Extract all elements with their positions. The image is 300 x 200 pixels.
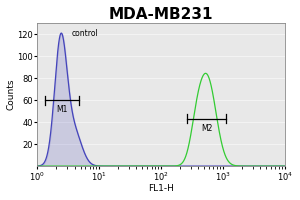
X-axis label: FL1-H: FL1-H bbox=[148, 184, 174, 193]
Text: M1: M1 bbox=[56, 105, 68, 114]
Y-axis label: Counts: Counts bbox=[7, 79, 16, 110]
Title: MDA-MB231: MDA-MB231 bbox=[109, 7, 213, 22]
Text: M2: M2 bbox=[201, 124, 212, 133]
Text: control: control bbox=[71, 29, 98, 38]
